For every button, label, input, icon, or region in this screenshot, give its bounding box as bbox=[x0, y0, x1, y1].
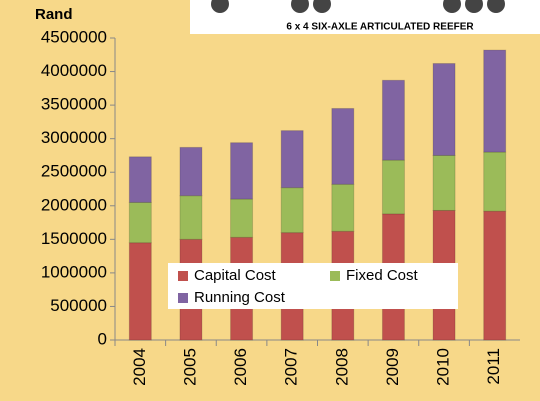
y-tick-label: 500000 bbox=[50, 296, 107, 315]
x-tick-label: 2008 bbox=[332, 348, 351, 386]
bar-segment bbox=[128, 201, 152, 244]
y-axis-label: Rand bbox=[35, 6, 73, 23]
bar-segment bbox=[483, 210, 507, 341]
y-tick-label: 4500000 bbox=[41, 27, 107, 46]
bar-segment bbox=[128, 156, 152, 203]
y-tick-label: 3000000 bbox=[41, 128, 107, 147]
legend-swatch bbox=[178, 293, 188, 303]
bar-segment bbox=[381, 159, 405, 215]
x-tick-label: 2010 bbox=[434, 348, 453, 386]
bar-segment bbox=[432, 63, 456, 156]
bar-segment bbox=[331, 107, 355, 185]
bar-segment bbox=[179, 146, 203, 197]
x-tick-label: 2007 bbox=[282, 348, 301, 386]
x-tick-label: 2011 bbox=[484, 348, 503, 385]
y-tick-label: 1000000 bbox=[41, 262, 107, 281]
bar-segment bbox=[230, 142, 254, 200]
y-tick-label: 2000000 bbox=[41, 195, 107, 214]
truck-wheels bbox=[211, 0, 505, 13]
bar-segment bbox=[230, 198, 254, 238]
y-tick-label: 4000000 bbox=[41, 61, 107, 80]
x-tick-label: 2006 bbox=[231, 348, 250, 386]
legend-label: Capital Cost bbox=[194, 267, 277, 284]
x-tick-label: 2004 bbox=[130, 348, 149, 386]
annotation: 6 x 4 SIX-AXLE ARTICULATED REEFER bbox=[286, 22, 474, 33]
x-tick-label: 2009 bbox=[383, 348, 402, 386]
y-tick-label: 2500000 bbox=[41, 162, 107, 181]
bar-segment bbox=[483, 151, 507, 212]
legend-swatch bbox=[178, 271, 188, 281]
bar-segment bbox=[128, 242, 152, 341]
y-tick-label: 3500000 bbox=[41, 95, 107, 114]
x-tick-label: 2005 bbox=[180, 348, 199, 386]
legend-label: Running Cost bbox=[194, 289, 286, 306]
legend-label: Fixed Cost bbox=[346, 267, 419, 284]
bar-segment bbox=[280, 130, 304, 189]
y-tick-label: 1500000 bbox=[41, 229, 107, 248]
bar-segment bbox=[331, 183, 355, 232]
bar-segment bbox=[179, 195, 203, 240]
bar-segment bbox=[483, 49, 507, 153]
legend-swatch bbox=[330, 271, 340, 281]
y-tick-label: 0 bbox=[98, 329, 107, 348]
bar-segment bbox=[280, 187, 304, 234]
legend-box bbox=[168, 263, 458, 309]
bar-segment bbox=[432, 154, 456, 211]
bar-segment bbox=[381, 79, 405, 161]
